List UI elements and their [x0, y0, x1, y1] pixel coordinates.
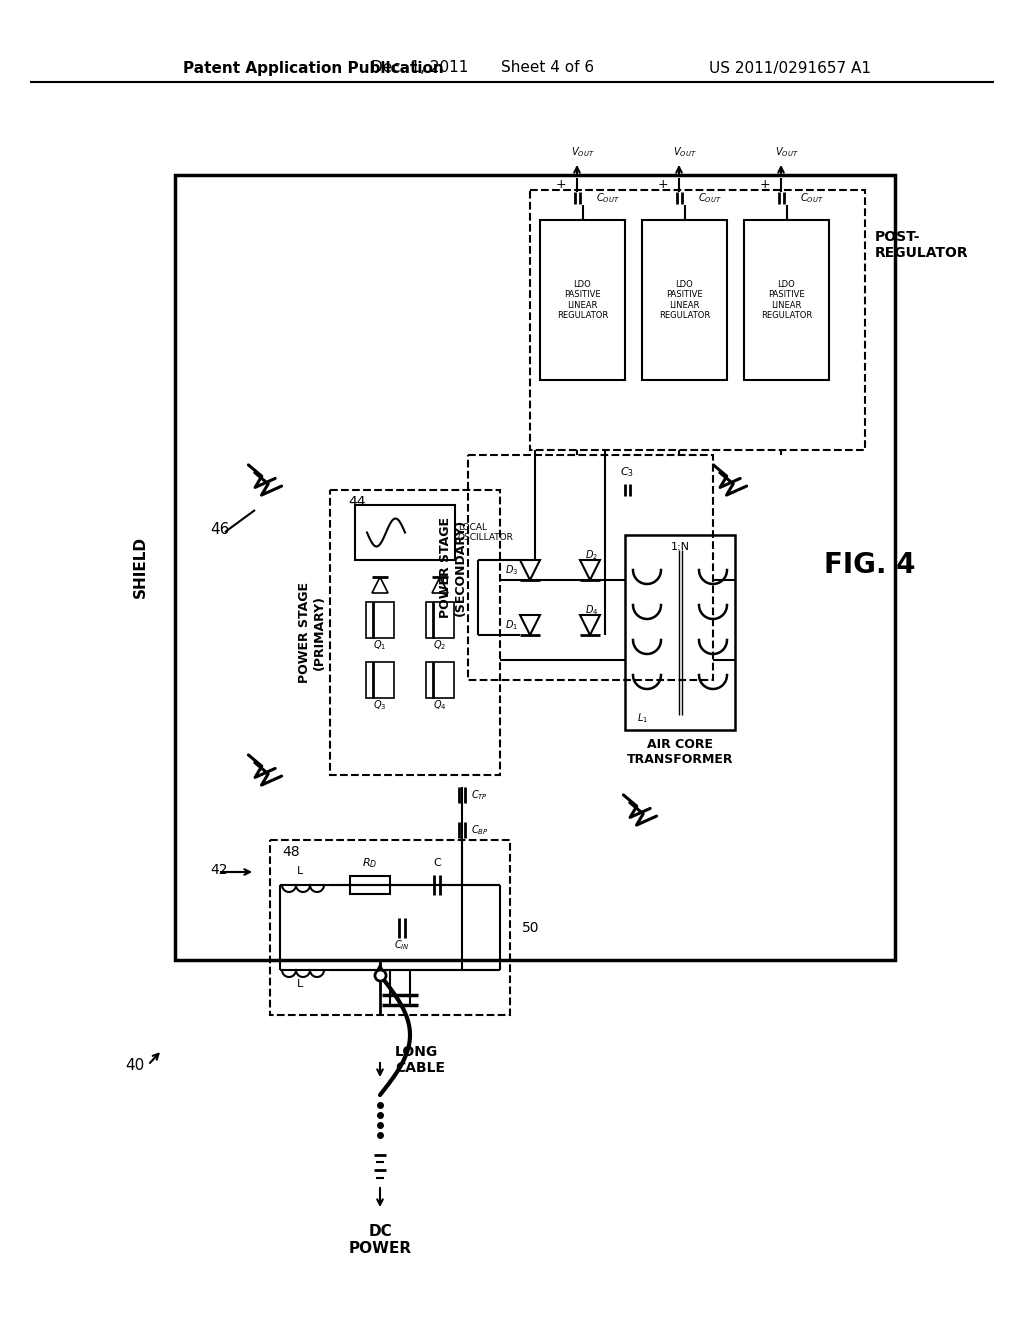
Text: POWER STAGE
(PRIMARY): POWER STAGE (PRIMARY): [298, 582, 326, 682]
Text: Sheet 4 of 6: Sheet 4 of 6: [502, 61, 595, 75]
Bar: [530, 190, 865, 450]
Bar: [270, 840, 510, 1015]
Text: $D_4$: $D_4$: [586, 603, 599, 616]
Bar: [426, 602, 454, 638]
Bar: [355, 506, 455, 560]
Bar: [642, 220, 727, 380]
Text: L: L: [297, 866, 303, 876]
Text: LDO
PASITIVE
LINEAR
REGULATOR: LDO PASITIVE LINEAR REGULATOR: [557, 280, 608, 321]
Text: 46: 46: [210, 523, 229, 537]
Text: $C_{OUT}$: $C_{OUT}$: [597, 191, 621, 205]
Bar: [366, 602, 394, 638]
Text: $V_{OUT}$: $V_{OUT}$: [570, 145, 594, 158]
Text: LOCAL
OSCILLATOR: LOCAL OSCILLATOR: [458, 523, 514, 543]
Text: +: +: [657, 178, 668, 191]
Bar: [744, 220, 829, 380]
Text: 42: 42: [210, 863, 227, 876]
Text: $D_2$: $D_2$: [586, 548, 598, 562]
Bar: [350, 876, 390, 894]
Text: +: +: [555, 178, 566, 191]
Text: $V_{OUT}$: $V_{OUT}$: [673, 145, 696, 158]
Text: C: C: [433, 858, 441, 869]
Bar: [625, 535, 735, 730]
Bar: [175, 176, 895, 960]
Text: +: +: [759, 178, 770, 191]
Text: $D_3$: $D_3$: [506, 564, 518, 577]
Text: LONG
CABLE: LONG CABLE: [395, 1045, 445, 1074]
Text: US 2011/0291657 A1: US 2011/0291657 A1: [709, 61, 871, 75]
Text: 1:N: 1:N: [671, 543, 689, 552]
Text: $C_{BP}$: $C_{BP}$: [471, 824, 488, 837]
Text: $Q_1$: $Q_1$: [374, 638, 387, 652]
Bar: [330, 490, 500, 775]
Text: AIR CORE
TRANSFORMER: AIR CORE TRANSFORMER: [627, 738, 733, 766]
Text: $Q_2$: $Q_2$: [433, 638, 446, 652]
Text: $Q_4$: $Q_4$: [433, 698, 446, 711]
Text: $C_{OUT}$: $C_{OUT}$: [698, 191, 722, 205]
Text: 48: 48: [282, 845, 300, 859]
Text: Patent Application Publication: Patent Application Publication: [183, 61, 443, 75]
Text: L: L: [297, 979, 303, 989]
Text: $C_{TP}$: $C_{TP}$: [471, 788, 488, 801]
Text: 44: 44: [348, 495, 366, 510]
Text: $C_3$: $C_3$: [620, 465, 634, 479]
Bar: [366, 663, 394, 698]
Bar: [426, 663, 454, 698]
Bar: [468, 455, 713, 680]
Text: POWER STAGE
(SECONDARY): POWER STAGE (SECONDARY): [439, 517, 467, 618]
Text: LDO
PASITIVE
LINEAR
REGULATOR: LDO PASITIVE LINEAR REGULATOR: [658, 280, 710, 321]
Text: $C_{IN}$: $C_{IN}$: [394, 939, 410, 953]
Text: SHIELD: SHIELD: [132, 536, 147, 598]
Text: DC
POWER: DC POWER: [348, 1224, 412, 1257]
Text: 40: 40: [125, 1057, 144, 1072]
Text: $L_1$: $L_1$: [638, 711, 648, 725]
Text: Dec. 1, 2011: Dec. 1, 2011: [372, 61, 469, 75]
Text: $Q_3$: $Q_3$: [374, 698, 387, 711]
Text: POST-
REGULATOR: POST- REGULATOR: [874, 230, 969, 260]
Text: 50: 50: [522, 920, 540, 935]
Text: $D_1$: $D_1$: [506, 618, 518, 632]
Text: $V_{OUT}$: $V_{OUT}$: [775, 145, 799, 158]
Bar: [540, 220, 625, 380]
Text: $R_D$: $R_D$: [362, 857, 378, 870]
Text: LDO
PASITIVE
LINEAR
REGULATOR: LDO PASITIVE LINEAR REGULATOR: [761, 280, 812, 321]
Text: FIG. 4: FIG. 4: [824, 550, 915, 579]
Text: $C_{OUT}$: $C_{OUT}$: [801, 191, 824, 205]
